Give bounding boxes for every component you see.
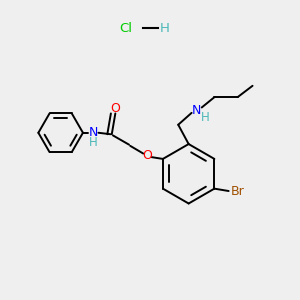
Text: H: H: [201, 110, 210, 124]
Text: Cl: Cl: [120, 22, 133, 34]
Text: N: N: [192, 104, 201, 117]
Text: N: N: [89, 126, 98, 139]
Text: H: H: [89, 136, 98, 149]
Text: Br: Br: [231, 184, 244, 197]
Text: H: H: [160, 22, 170, 34]
Text: O: O: [142, 149, 152, 162]
Text: O: O: [110, 102, 120, 115]
